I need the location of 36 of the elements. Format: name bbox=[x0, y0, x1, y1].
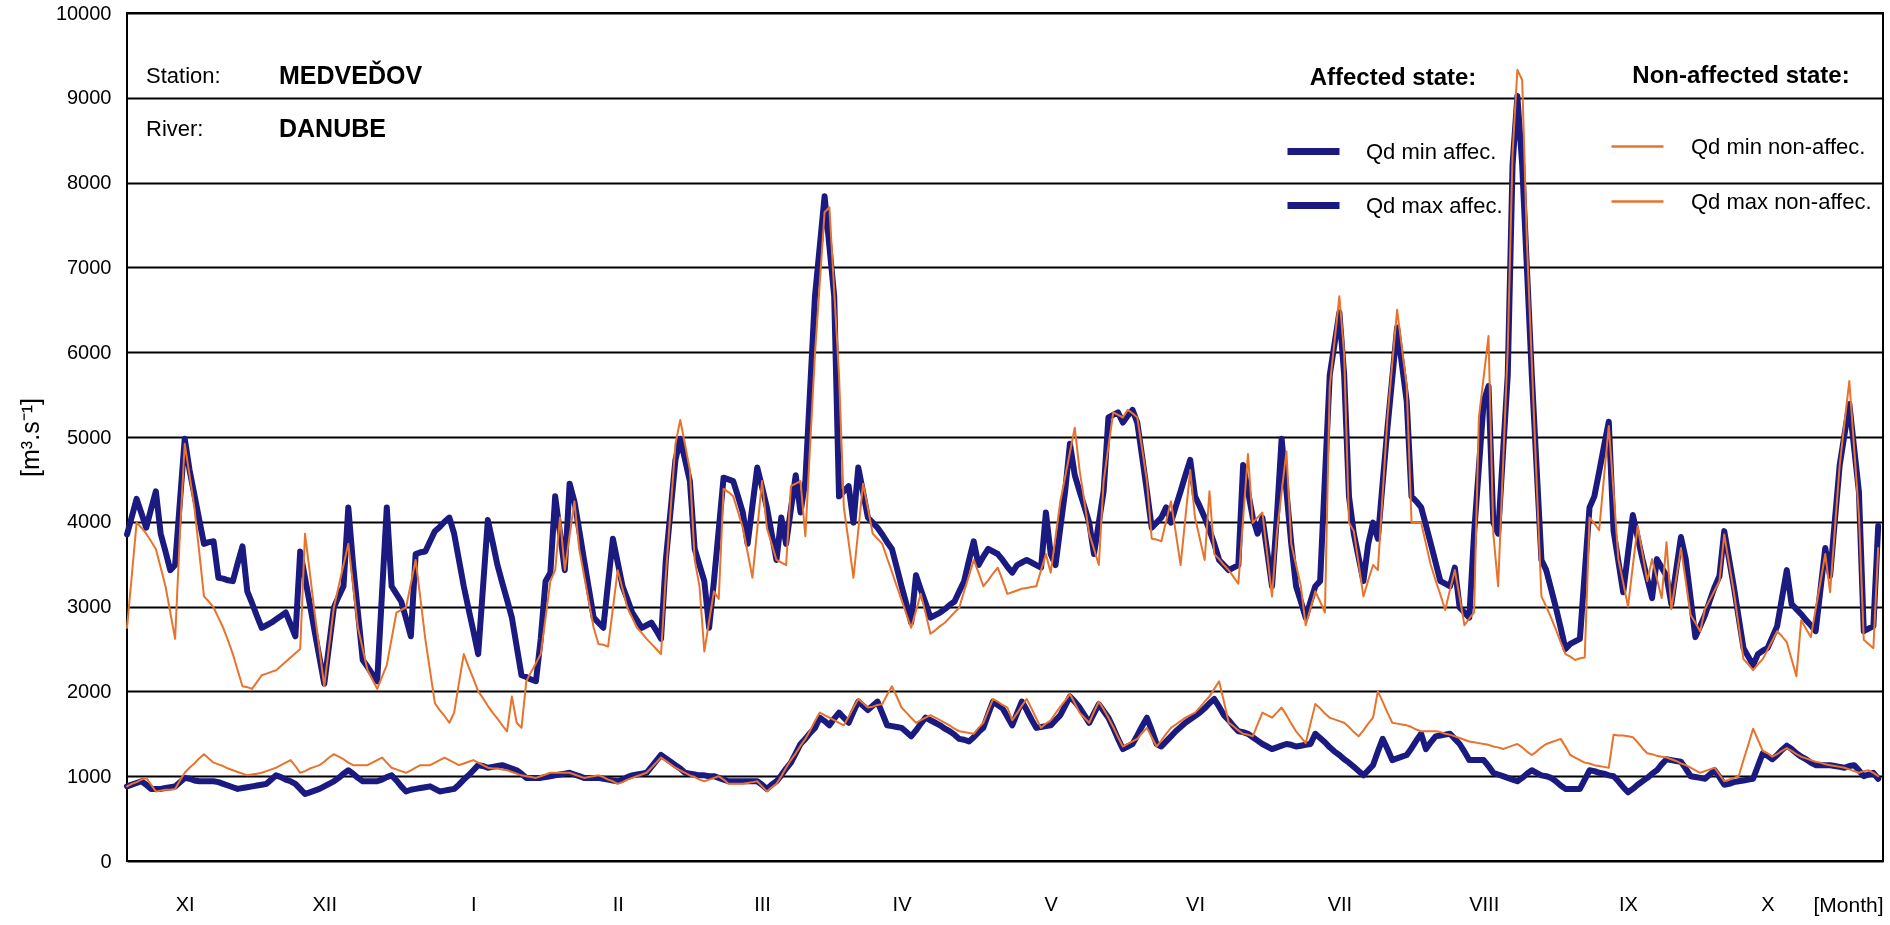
legend-label: Qd max non-affec. bbox=[1691, 188, 1872, 214]
x-tick-label: IX bbox=[1619, 892, 1638, 915]
x-axis-title: [Month] bbox=[1813, 892, 1884, 916]
x-tick-label: V bbox=[1044, 892, 1059, 915]
x-tick-label: IV bbox=[892, 892, 913, 915]
annotation: MEDVEĎOV bbox=[279, 60, 423, 89]
x-tick-label: I bbox=[471, 892, 477, 915]
y-tick-label: 4000 bbox=[67, 510, 112, 533]
legend-label: Qd min affec. bbox=[1366, 138, 1497, 164]
x-tick-label: III bbox=[754, 892, 771, 915]
y-tick-label: 1000 bbox=[67, 764, 112, 787]
y-tick-label: 10000 bbox=[55, 1, 112, 24]
x-tick-label: XI bbox=[175, 892, 195, 915]
x-tick-label: VIII bbox=[1469, 892, 1500, 915]
x-tick-label: II bbox=[612, 892, 624, 915]
legend-title: Affected state: bbox=[1309, 63, 1477, 90]
y-tick-label: 8000 bbox=[67, 171, 112, 194]
y-tick-label: 2000 bbox=[67, 679, 112, 702]
y-axis-title: [m³.s⁻¹] bbox=[15, 398, 44, 477]
y-tick-label: 5000 bbox=[67, 425, 112, 448]
x-tick-label: VI bbox=[1186, 892, 1205, 915]
y-tick-label: 9000 bbox=[67, 86, 112, 109]
annotation: DANUBE bbox=[279, 114, 386, 142]
x-tick-label: XII bbox=[312, 892, 337, 915]
legend-label: Qd min non-affec. bbox=[1691, 133, 1866, 159]
y-tick-label: 7000 bbox=[67, 255, 112, 278]
y-tick-label: 0 bbox=[100, 849, 112, 872]
x-tick-label: VII bbox=[1327, 892, 1353, 915]
y-tick-label: 3000 bbox=[67, 595, 112, 618]
annotation: Station: bbox=[146, 63, 221, 88]
legend-label: Qd max affec. bbox=[1366, 192, 1503, 218]
annotation: River: bbox=[146, 116, 204, 141]
x-tick-label: X bbox=[1761, 892, 1775, 915]
line-series bbox=[126, 680, 1880, 793]
y-tick-label: 6000 bbox=[67, 340, 112, 363]
annotation: Non-affected state: bbox=[1632, 61, 1850, 88]
